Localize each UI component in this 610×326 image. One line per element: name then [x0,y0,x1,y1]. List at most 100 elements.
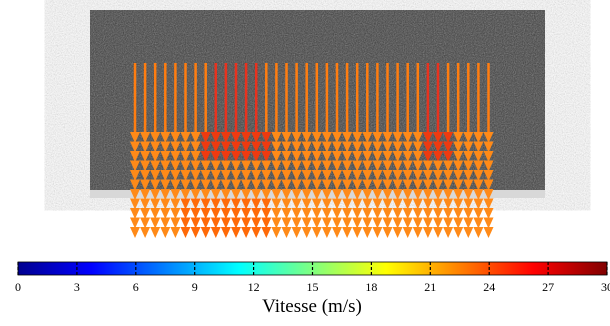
arrow-head [422,227,433,238]
arrow-head [463,227,474,238]
arrow-head [301,198,312,210]
arrow-head [180,179,191,191]
arrow-head [241,179,252,191]
arrow-head [332,189,342,200]
arrow-head [433,189,443,200]
arrow-head [463,179,474,191]
arrow-head [271,132,282,143]
arrow-head [140,189,151,200]
arrow-head [362,141,373,153]
colorbar-label: Vitesse (m/s) [262,296,362,317]
arrow-head [231,227,241,238]
arrow-head [200,179,211,191]
arrow-head [321,217,332,229]
arrow-head [130,179,140,191]
arrow-head [342,227,353,238]
arrow-head [281,179,292,191]
arrow-head [190,217,201,229]
arrow-head [241,217,252,229]
arrow-head [473,208,484,219]
arrow-head [140,170,151,181]
arrow-head [372,151,383,162]
arrow-head [281,227,292,238]
arrow-head [352,132,363,143]
tick-label: 21 [424,280,436,294]
arrow-head [190,132,201,143]
arrow-head [210,160,221,172]
arrow-head [342,208,353,219]
arrow-head [291,227,302,238]
arrow-head [180,198,191,210]
arrow-head [231,198,241,210]
arrow-head [210,141,221,153]
arrow-head [483,227,494,238]
arrow-head [422,170,433,181]
arrow-head [170,170,181,181]
arrow-head [362,170,373,181]
arrow-head [271,151,282,162]
arrow-head [352,170,363,181]
arrow-head [402,179,413,191]
arrow-head [200,227,211,238]
arrow-head [332,132,342,143]
arrow-head [231,208,241,219]
arrow-head [382,189,393,200]
arrow-head [402,151,413,162]
arrow-head [422,179,433,191]
arrow-head [301,160,312,172]
arrow-head [281,160,292,172]
arrow-head [180,151,191,162]
arrow-head [160,198,171,210]
arrow-head [200,160,211,172]
arrow-head [412,141,423,153]
arrow-head [150,141,161,153]
arrow-head [291,198,302,210]
arrow-head [443,141,454,153]
arrow-head [160,160,171,172]
arrow-head [453,189,464,200]
arrow-head [352,208,363,219]
arrow-head [150,198,161,210]
arrow-head [422,151,433,162]
arrow-head [382,160,393,172]
arrow-head [362,160,373,172]
arrow-head [261,198,272,210]
arrow-head [200,208,211,219]
arrow-head [251,132,262,143]
arrow-head [392,189,403,200]
arrow-head [210,198,221,210]
arrow-head [392,227,403,238]
arrow-head [231,189,241,200]
arrow-head [382,151,393,162]
arrow-head [352,198,363,210]
arrow-head [261,141,272,153]
arrow-head [140,179,151,191]
arrow-head [473,217,484,229]
arrow-head [352,227,363,238]
arrow-head [130,141,140,153]
tick-label: 27 [542,280,554,294]
arrow-head [352,189,363,200]
arrow-head [220,132,231,143]
arrow-head [180,189,191,200]
arrow-head [422,208,433,219]
arrow-head [402,132,413,143]
vector-field [130,63,494,238]
arrow-head [483,160,494,172]
arrow-head [453,132,464,143]
arrow-head [483,208,494,219]
arrow-head [422,141,433,153]
tick-label: 12 [248,280,260,294]
arrow-head [332,179,342,191]
arrow-head [473,141,484,153]
arrow-head [402,198,413,210]
arrow-head [261,132,272,143]
tick-label: 15 [307,280,319,294]
arrow-head [422,217,433,229]
arrow-head [291,179,302,191]
arrow-head [140,160,151,172]
arrow-head [210,208,221,219]
arrow-head [210,227,221,238]
arrow-head [332,208,342,219]
